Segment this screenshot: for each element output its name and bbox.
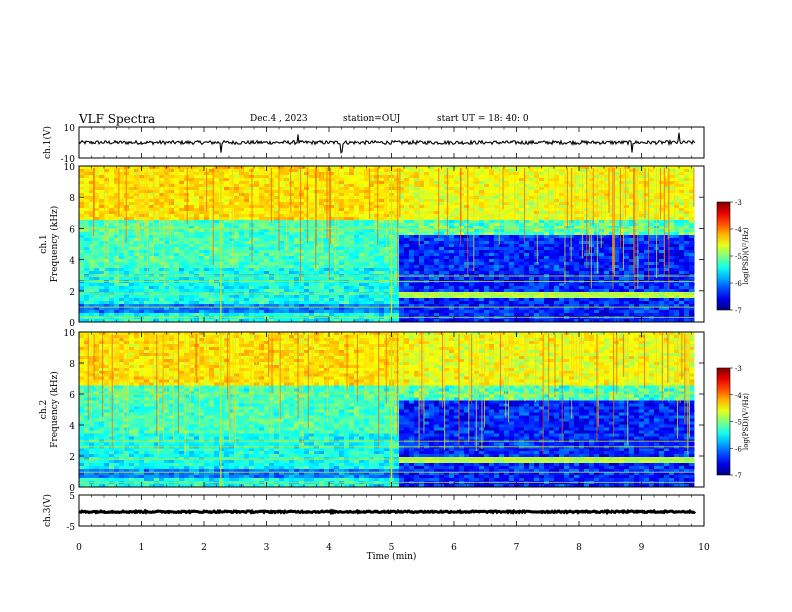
y-tick-label: 5 bbox=[69, 492, 75, 502]
y-tick-label: 2 bbox=[69, 453, 75, 463]
x-tick-label: 1 bbox=[139, 543, 145, 553]
colorbar-tick-label: -7 bbox=[735, 472, 742, 480]
ch1-waveform-trace bbox=[78, 132, 696, 154]
y-tick-label: 10 bbox=[64, 163, 76, 173]
ch1-spectrogram-sferics bbox=[92, 168, 695, 322]
ch1-spectrogram-colorbar-label: log(PSD)(V²/Hz) bbox=[742, 227, 750, 284]
header-start-ut: start UT = 18: 40: 0 bbox=[437, 114, 529, 124]
colorbar-tick-label: -5 bbox=[735, 253, 742, 261]
y-tick-label: 6 bbox=[69, 225, 75, 235]
y-tick-label: -5 bbox=[66, 523, 75, 533]
colorbar-tick-label: -5 bbox=[735, 419, 742, 427]
ch2-spectrogram-colorbar bbox=[716, 367, 731, 476]
ch2-spectrogram-cells bbox=[79, 332, 695, 488]
x-ticks bbox=[78, 127, 705, 158]
colorbar-tick-label: -6 bbox=[735, 445, 742, 453]
x-ticks bbox=[78, 332, 705, 487]
x-tick-label: 10 bbox=[698, 543, 710, 553]
ch2-spectrogram-colorbar-label: log(PSD)(V²/Hz) bbox=[742, 393, 750, 450]
ch1-spectrogram-narrowband bbox=[79, 227, 695, 318]
x-ticks bbox=[78, 495, 705, 526]
y-tick-label: 0 bbox=[69, 319, 75, 329]
y-tick-label: -10 bbox=[61, 155, 76, 165]
colorbar-tick-label: -6 bbox=[735, 280, 742, 288]
y-tick-label: 8 bbox=[69, 194, 75, 204]
ch1-spectrogram-ylabel-ch: ch.1 bbox=[39, 234, 49, 253]
colorbar-tick-label: -7 bbox=[735, 307, 742, 315]
x-tick-label: 3 bbox=[264, 543, 270, 553]
y-tick-label: 4 bbox=[69, 257, 75, 267]
y-tick-label: 6 bbox=[69, 391, 75, 401]
x-tick-label: 0 bbox=[76, 543, 82, 553]
y-tick-label: 2 bbox=[69, 288, 75, 298]
y-tick-label: 8 bbox=[69, 360, 75, 370]
ch1-waveform-ylabel: ch.1(V) bbox=[42, 126, 53, 159]
ch2-spectrogram-sferics bbox=[87, 334, 690, 487]
ch1-spectrogram-colorbar bbox=[716, 201, 731, 311]
colorbar-tick-label: -3 bbox=[735, 199, 742, 207]
x-ticks bbox=[78, 166, 705, 322]
colorbar-tick-label: -4 bbox=[735, 392, 742, 400]
ch2-spectrogram-ylabel-ch: ch.2 bbox=[39, 400, 49, 419]
x-tick-label: 7 bbox=[514, 543, 520, 553]
ch3-waveform-trace bbox=[78, 508, 697, 516]
ch2-spectrogram-narrowband bbox=[79, 393, 695, 483]
ch2-spectrogram-ylabel-freq: Frequency (kHz) bbox=[49, 371, 60, 448]
x-tick-label: 2 bbox=[201, 543, 207, 553]
ch1-spectrogram-cells bbox=[79, 166, 695, 323]
y-tick-label: 4 bbox=[69, 422, 75, 432]
colorbar-tick-label: -4 bbox=[735, 226, 742, 234]
x-tick-label: 5 bbox=[389, 543, 395, 553]
header-station: station=OUJ bbox=[343, 114, 401, 124]
x-tick-label: 4 bbox=[326, 543, 332, 553]
y-tick-label: 10 bbox=[64, 124, 76, 134]
x-tick-label: 9 bbox=[639, 543, 645, 553]
colorbar-tick-label: -3 bbox=[735, 365, 742, 373]
y-tick-label: 10 bbox=[64, 329, 76, 339]
header-title: VLF Spectra bbox=[79, 112, 156, 126]
ch1-spectrogram-ylabel-freq: Frequency (kHz) bbox=[49, 206, 60, 283]
x-tick-label: 8 bbox=[576, 543, 582, 553]
header-date: Dec.4 , 2023 bbox=[250, 114, 308, 124]
x-tick-label: 6 bbox=[451, 543, 457, 553]
ch3-waveform-ylabel: ch.3(V) bbox=[42, 494, 53, 527]
x-axis-label: Time (min) bbox=[367, 551, 417, 562]
y-tick-label: 0 bbox=[69, 484, 75, 494]
